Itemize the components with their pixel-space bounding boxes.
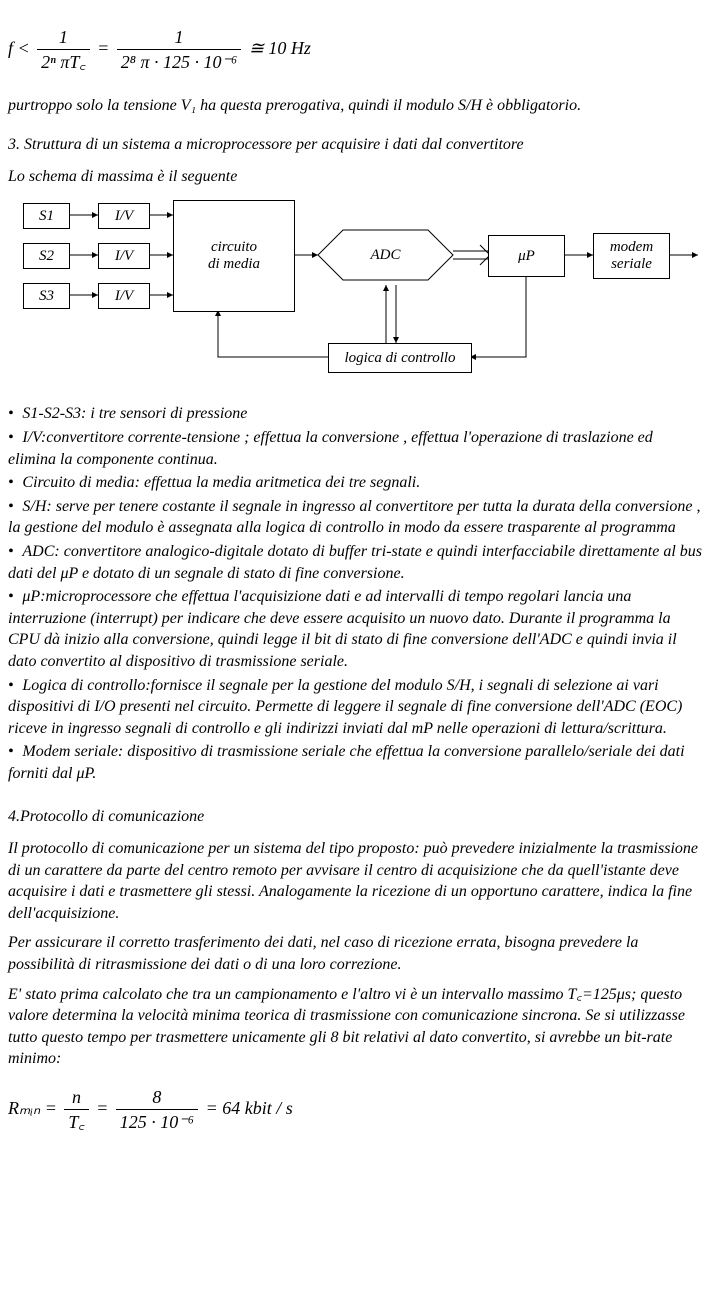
f1-rel3: ≅ <box>249 38 264 58</box>
bullet-item: •S1-S2-S3: i tre sensori di pressione <box>8 403 702 425</box>
block-diagram: S1 S2 S3 I/V I/V I/V circuito di media A… <box>8 195 702 385</box>
f2-rel1: = <box>45 1098 57 1118</box>
f1-rel1: < <box>18 38 30 58</box>
block-iv-1: I/V <box>98 203 150 229</box>
paragraph-protocol-2: Per assicurare il corretto trasferimento… <box>8 932 702 975</box>
paragraph-sh-mandatory: purtroppo solo la tensione V₁ ha questa … <box>8 95 702 117</box>
f1-rel2: = <box>97 38 109 58</box>
block-microprocessor: μP <box>488 235 565 277</box>
bullet-item: •μP:microprocessore che effettua l'acqui… <box>8 586 702 672</box>
heading-section-4: 4.Protocollo di comunicazione <box>8 806 702 828</box>
paragraph-protocol-1: Il protocollo di comunicazione per un si… <box>8 838 702 924</box>
block-control-logic: logica di controllo <box>328 343 472 373</box>
bullet-item: •S/H: serve per tenere costante il segna… <box>8 496 702 539</box>
block-s2: S2 <box>23 243 70 269</box>
f2-rhs: 64 kbit / s <box>222 1098 293 1118</box>
f1-frac2: 1 2⁸ π · 125 · 10⁻⁶ <box>117 25 242 75</box>
f2-frac1: n T꜀ <box>64 1085 88 1135</box>
component-descriptions: •S1-S2-S3: i tre sensori di pressione •I… <box>8 403 702 784</box>
block-adc: ADC <box>318 230 453 280</box>
formula-frequency: f < 1 2ⁿ πT꜀ = 1 2⁸ π · 125 · 10⁻⁶ ≅ 10 … <box>8 25 702 75</box>
block-s1: S1 <box>23 203 70 229</box>
paragraph-schema-intro: Lo schema di massima è il seguente <box>8 166 702 188</box>
f1-frac1: 1 2ⁿ πT꜀ <box>37 25 89 75</box>
block-modem: modem seriale <box>593 233 670 279</box>
bullet-item: •Modem seriale: dispositivo di trasmissi… <box>8 741 702 784</box>
f2-rel3: = <box>206 1098 218 1118</box>
block-circuito-media: circuito di media <box>173 200 295 312</box>
heading-section-3: 3. Struttura di un sistema a microproces… <box>8 134 702 156</box>
f1-rhs: 10 Hz <box>268 38 311 58</box>
formula-bitrate: Rₘᵢₙ = n T꜀ = 8 125 · 10⁻⁶ = 64 kbit / s <box>8 1085 702 1135</box>
bullet-item: •I/V:convertitore corrente-tensione ; ef… <box>8 427 702 470</box>
block-iv-2: I/V <box>98 243 150 269</box>
block-s3: S3 <box>23 283 70 309</box>
f1-lhs: f <box>8 38 13 58</box>
f2-rel2: = <box>96 1098 108 1118</box>
f2-frac2: 8 125 · 10⁻⁶ <box>116 1085 198 1135</box>
paragraph-protocol-3: E' stato prima calcolato che tra un camp… <box>8 984 702 1070</box>
f2-lhs: Rₘᵢₙ <box>8 1098 40 1118</box>
bullet-item: •Logica di controllo:fornisce il segnale… <box>8 675 702 740</box>
bullet-item: •Circuito di media: effettua la media ar… <box>8 472 702 494</box>
block-iv-3: I/V <box>98 283 150 309</box>
bullet-item: •ADC: convertitore analogico-digitale do… <box>8 541 702 584</box>
